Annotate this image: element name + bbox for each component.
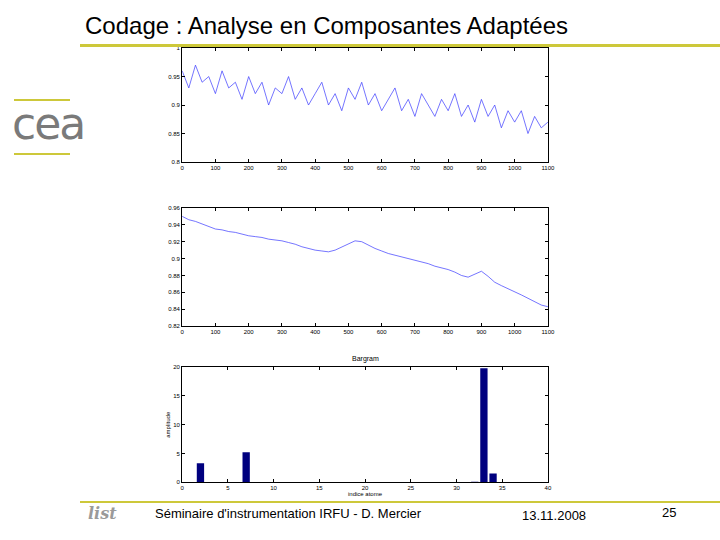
svg-text:100: 100 — [210, 165, 221, 171]
svg-text:0.94: 0.94 — [168, 222, 180, 228]
svg-text:25: 25 — [407, 485, 414, 491]
svg-text:400: 400 — [310, 165, 321, 171]
svg-text:0: 0 — [180, 485, 184, 491]
svg-text:0: 0 — [180, 165, 184, 171]
svg-text:400: 400 — [310, 329, 321, 335]
svg-text:Bargram: Bargram — [352, 355, 379, 363]
svg-text:0: 0 — [177, 479, 181, 485]
svg-text:0.88: 0.88 — [168, 273, 180, 279]
html-text:list: list — [88, 504, 117, 523]
html-text:13.11.2008: 13.11.2008 — [522, 508, 587, 523]
svg-text:20: 20 — [362, 485, 369, 491]
svg-text:700: 700 — [410, 165, 421, 171]
svg-text:500: 500 — [343, 329, 354, 335]
svg-text:700: 700 — [410, 329, 421, 335]
svg-text:900: 900 — [476, 329, 487, 335]
svg-text:0.8: 0.8 — [172, 159, 181, 165]
svg-text:800: 800 — [443, 165, 454, 171]
svg-text:40: 40 — [545, 485, 552, 491]
svg-text:indice atome: indice atome — [348, 491, 383, 497]
html-text:cea: cea — [12, 98, 85, 149]
svg-text:15: 15 — [173, 393, 180, 399]
svg-text:0.9: 0.9 — [172, 102, 181, 108]
svg-text:30: 30 — [453, 485, 460, 491]
svg-text:1000: 1000 — [508, 329, 522, 335]
svg-text:0.86: 0.86 — [168, 289, 180, 295]
svg-text:5: 5 — [177, 451, 181, 457]
svg-text:1: 1 — [177, 45, 181, 51]
svg-text:300: 300 — [277, 165, 288, 171]
svg-text:500: 500 — [343, 165, 354, 171]
svg-text:0: 0 — [180, 329, 184, 335]
svg-text:35: 35 — [499, 485, 506, 491]
svg-text:amplitude: amplitude — [165, 411, 171, 438]
html-text:Codage : Analyse en Composante: Codage : Analyse en Composantes Adaptées — [85, 12, 568, 39]
svg-text:0.95: 0.95 — [168, 74, 180, 80]
svg-text:0.9: 0.9 — [172, 256, 181, 262]
svg-text:0.96: 0.96 — [168, 205, 180, 211]
html-text:Séminaire d'instrumentation IR: Séminaire d'instrumentation IRFU - D. Me… — [155, 506, 422, 521]
svg-text:0.85: 0.85 — [168, 131, 180, 137]
svg-text:900: 900 — [476, 165, 487, 171]
svg-text:100: 100 — [210, 329, 221, 335]
svg-text:1100: 1100 — [541, 165, 555, 171]
svg-text:800: 800 — [443, 329, 454, 335]
svg-text:0.82: 0.82 — [168, 323, 180, 329]
svg-text:15: 15 — [316, 485, 323, 491]
svg-text:600: 600 — [377, 165, 388, 171]
svg-text:5: 5 — [226, 485, 230, 491]
svg-text:20: 20 — [173, 364, 180, 370]
svg-text:200: 200 — [244, 329, 255, 335]
svg-text:10: 10 — [173, 422, 180, 428]
svg-text:1000: 1000 — [508, 165, 522, 171]
html-text:25: 25 — [662, 505, 677, 520]
svg-text:0.92: 0.92 — [168, 239, 180, 245]
svg-text:1100: 1100 — [541, 329, 555, 335]
svg-text:10: 10 — [270, 485, 277, 491]
svg-text:200: 200 — [244, 165, 255, 171]
svg-text:0.84: 0.84 — [168, 306, 180, 312]
svg-text:600: 600 — [377, 329, 388, 335]
svg-text:300: 300 — [277, 329, 288, 335]
